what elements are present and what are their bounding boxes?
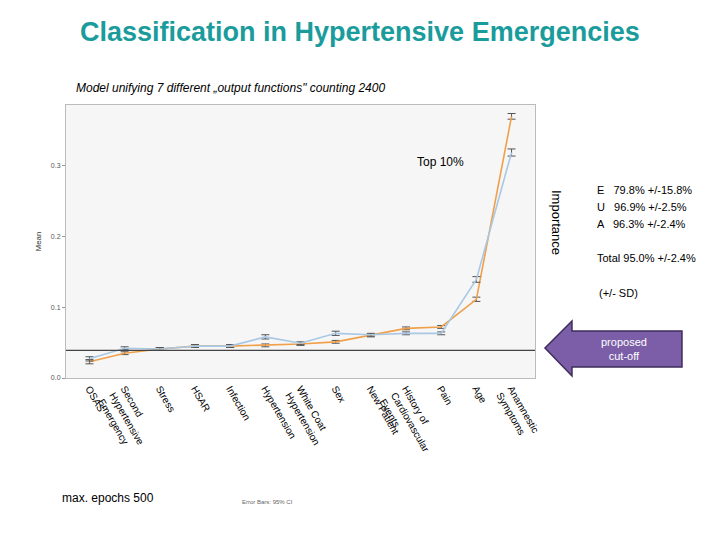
svg-text:0.2: 0.2 — [51, 233, 61, 240]
svg-text:A 96.3% +/-2.4%: A 96.3% +/-2.4% — [597, 218, 686, 230]
svg-text:Mean: Mean — [34, 231, 43, 251]
svg-text:Pain: Pain — [435, 384, 455, 407]
svg-text:Age: Age — [470, 384, 489, 405]
svg-text:AnamnesticSymptoms: AnamnesticSymptoms — [494, 384, 541, 441]
svg-text:HSAR: HSAR — [189, 384, 212, 414]
svg-text:New Patient: New Patient — [365, 384, 402, 436]
svg-text:max. epochs 500: max. epochs 500 — [62, 491, 154, 505]
svg-text:Top 10%: Top 10% — [417, 155, 464, 169]
svg-text:Sex: Sex — [330, 384, 348, 404]
svg-text:Error Bars: 95% CI: Error Bars: 95% CI — [242, 499, 293, 505]
svg-text:White CoatHypertension: White CoatHypertension — [283, 384, 333, 447]
svg-text:Stress: Stress — [154, 384, 178, 414]
svg-text:SecondHypertensiveEmergency: SecondHypertensiveEmergency — [96, 384, 157, 453]
svg-text:Model unifying 7 different „ou: Model unifying 7 different „output funct… — [76, 81, 385, 95]
svg-text:Importance: Importance — [549, 190, 564, 255]
svg-text:OSAS: OSAS — [83, 384, 107, 414]
svg-text:Total 95.0% +/-2.4%: Total 95.0% +/-2.4% — [597, 252, 696, 264]
svg-text:U 96.9% +/-2.5%: U 96.9% +/-2.5% — [597, 201, 687, 213]
svg-text:Infection: Infection — [224, 384, 252, 422]
svg-text:E 79.8% +/-15.8%: E 79.8% +/-15.8% — [597, 184, 692, 196]
svg-text:(+/- SD): (+/- SD) — [599, 287, 638, 299]
svg-text:proposedcut-off: proposedcut-off — [601, 336, 647, 362]
svg-text:Hypertension: Hypertension — [259, 384, 298, 441]
svg-text:0.1: 0.1 — [51, 304, 61, 311]
svg-text:0.0: 0.0 — [51, 374, 61, 381]
svg-text:0.3: 0.3 — [51, 162, 61, 169]
svg-text:Classification in Hypertensive: Classification in Hypertensive Emergenci… — [80, 17, 640, 47]
svg-text:History ofCardiovascularEvents: History ofCardiovascularEvents — [377, 384, 443, 461]
